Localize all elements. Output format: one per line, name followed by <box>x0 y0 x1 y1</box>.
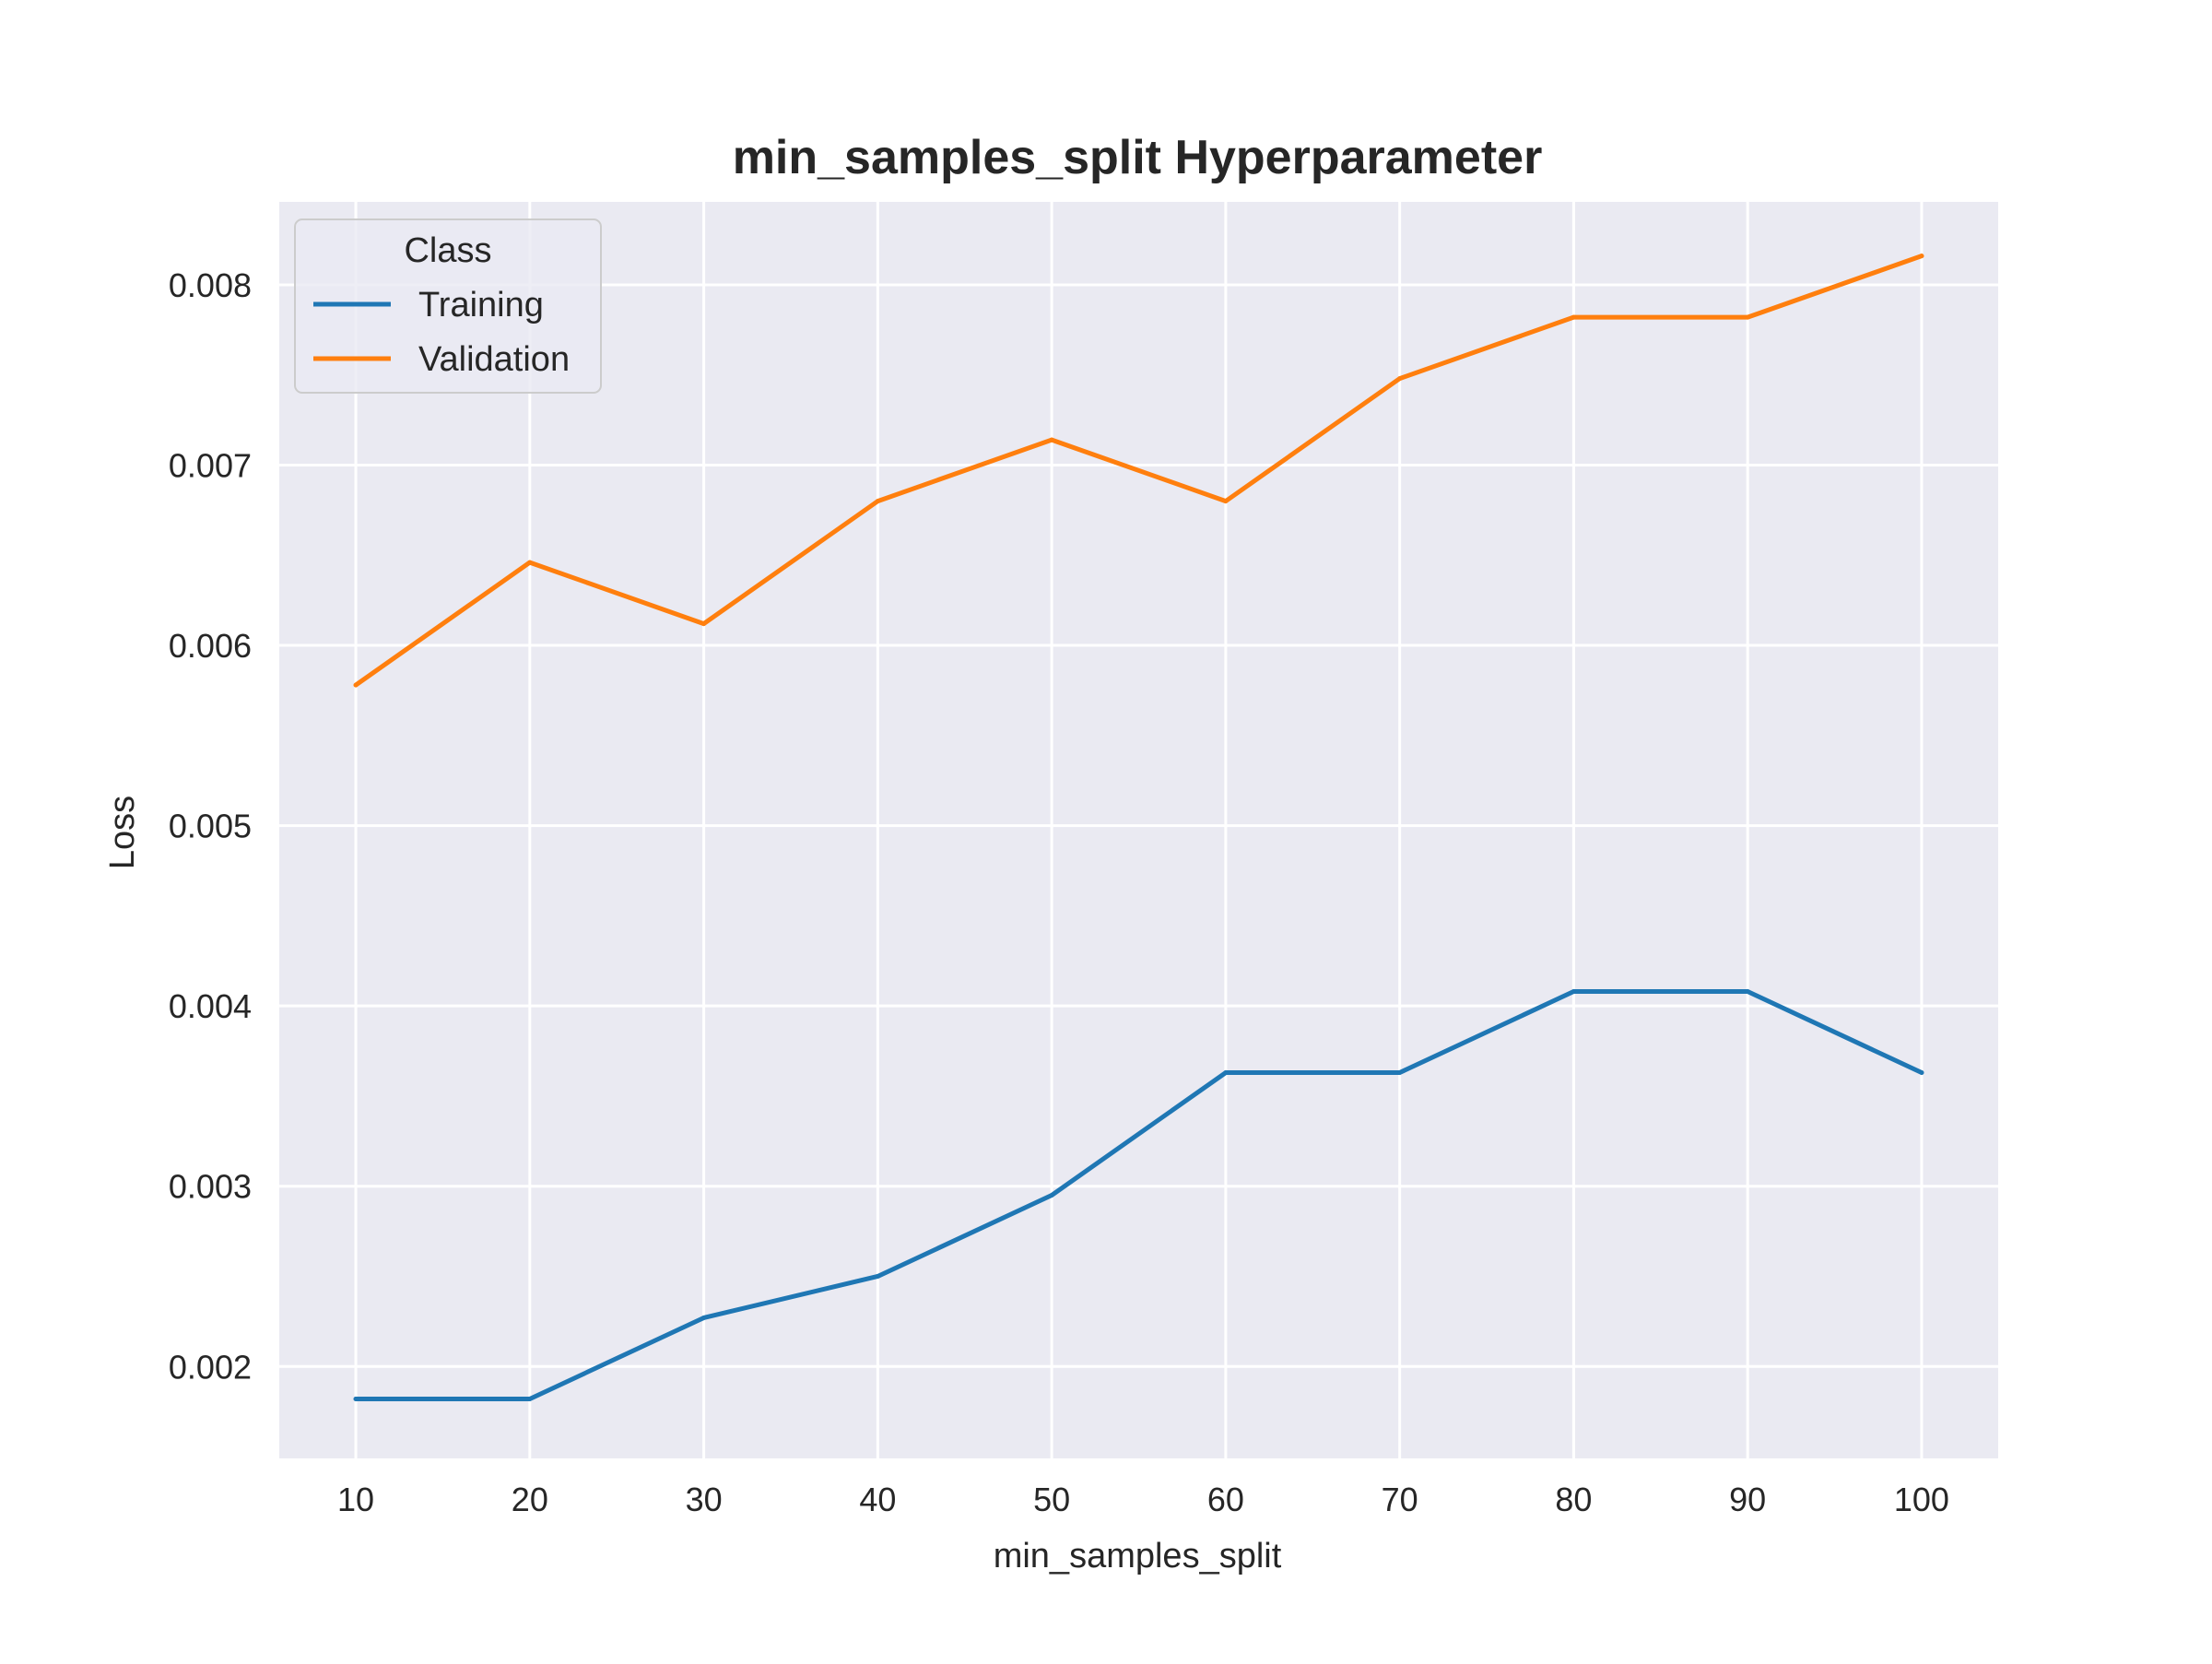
data-point-validation <box>1571 314 1576 320</box>
legend-label-training: Training <box>418 286 544 325</box>
data-point-validation <box>1397 376 1403 382</box>
y-tick-label: 0.007 <box>169 447 252 485</box>
data-point-training <box>1223 1070 1229 1076</box>
legend: Class Training Validation <box>294 218 602 394</box>
x-tick-label: 90 <box>1729 1481 1766 1518</box>
data-point-training <box>875 1273 880 1279</box>
y-tick-label: 0.002 <box>169 1348 252 1386</box>
data-point-validation <box>701 621 707 627</box>
data-point-validation <box>353 682 359 688</box>
y-tick-label: 0.008 <box>169 266 252 304</box>
series-line-training <box>353 989 1924 1401</box>
data-point-training <box>1919 1070 1924 1076</box>
x-tick-label: 60 <box>1207 1481 1244 1518</box>
grid-lines <box>279 202 1998 1458</box>
data-point-validation <box>527 560 533 565</box>
data-point-training <box>1745 989 1750 995</box>
x-tick-label: 10 <box>337 1481 374 1518</box>
data-point-validation <box>1745 314 1750 320</box>
series-lines <box>353 254 1924 1401</box>
x-tick-label: 70 <box>1382 1481 1418 1518</box>
data-point-training <box>701 1315 707 1320</box>
y-tick-label: 0.005 <box>169 808 252 845</box>
y-tick-label: 0.006 <box>169 627 252 665</box>
y-tick-label: 0.003 <box>169 1168 252 1206</box>
x-tick-label: 30 <box>686 1481 723 1518</box>
x-axis-label: min_samples_split <box>994 1537 1282 1575</box>
data-point-validation <box>1919 254 1924 259</box>
data-point-validation <box>1223 499 1229 504</box>
data-point-training <box>1571 989 1576 995</box>
x-tick-label: 80 <box>1555 1481 1592 1518</box>
plot-area <box>279 202 1998 1458</box>
series-line-validation <box>353 254 1924 688</box>
x-tick-label: 20 <box>512 1481 548 1518</box>
data-point-validation <box>1049 437 1054 443</box>
x-tick-label: 40 <box>859 1481 896 1518</box>
legend-label-validation: Validation <box>418 340 570 379</box>
legend-title: Class <box>404 231 491 270</box>
data-point-training <box>527 1396 533 1401</box>
data-point-training <box>1397 1070 1403 1076</box>
y-axis-label: Loss <box>103 796 142 869</box>
x-axis-ticks: 10 20 30 40 50 60 70 80 90 100 <box>337 1481 1949 1518</box>
y-axis-ticks: 0.002 0.003 0.004 0.005 0.006 0.007 0.008 <box>169 266 252 1386</box>
x-tick-label: 100 <box>1894 1481 1949 1518</box>
chart-title: min_samples_split Hyperparameter <box>733 131 1543 184</box>
y-tick-label: 0.004 <box>169 987 252 1025</box>
data-point-training <box>353 1396 359 1401</box>
data-point-validation <box>875 499 880 504</box>
x-tick-label: 50 <box>1033 1481 1070 1518</box>
legend-frame <box>294 218 602 394</box>
data-point-training <box>1049 1192 1054 1198</box>
